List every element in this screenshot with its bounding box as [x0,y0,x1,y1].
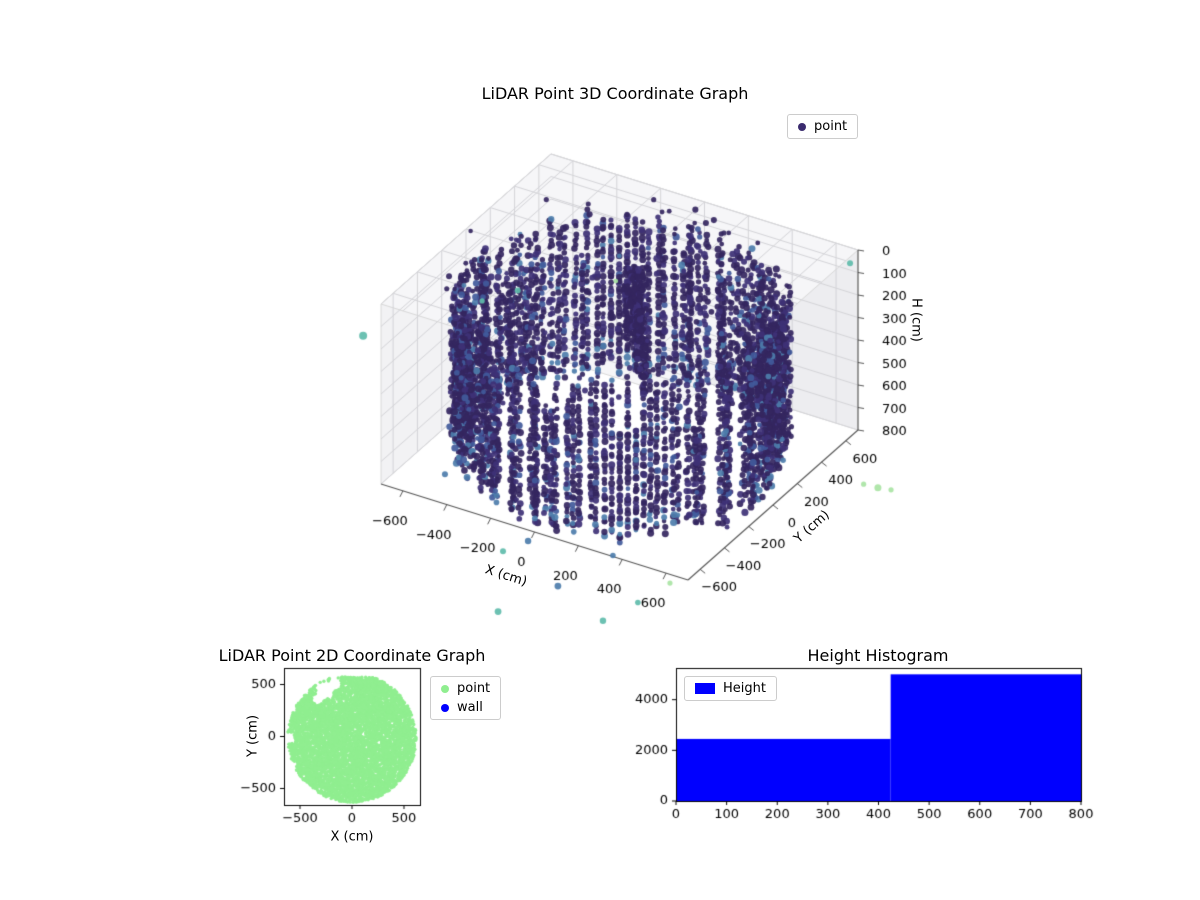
legend-item-point: point [441,681,490,696]
histogram-legend: Height [684,676,777,701]
legend-label-point: point [814,119,848,134]
legend-item-point: point [798,119,847,134]
wall-marker-icon [441,703,449,712]
legend-label-wall: wall [457,700,483,715]
plot2d-y-axis-label: Y (cm) [245,714,261,758]
plot3d-legend: point [787,114,859,139]
plot2d-title: LiDAR Point 2D Coordinate Graph [218,646,486,665]
legend-label-height: Height [723,681,766,696]
point-marker-icon [798,122,806,131]
histogram-title: Height Histogram [807,646,949,665]
point-marker-icon [441,684,449,693]
plot3d-z-axis-label: H (cm) [908,298,924,342]
plot2d-x-axis-label: X (cm) [330,829,374,845]
plot2d-legend: point wall [430,676,502,720]
legend-item-wall: wall [441,700,490,715]
height-patch-icon [695,683,715,694]
legend-item-height: Height [695,681,766,696]
legend-label-point: point [457,681,491,696]
plot3d-title: LiDAR Point 3D Coordinate Graph [481,84,749,103]
